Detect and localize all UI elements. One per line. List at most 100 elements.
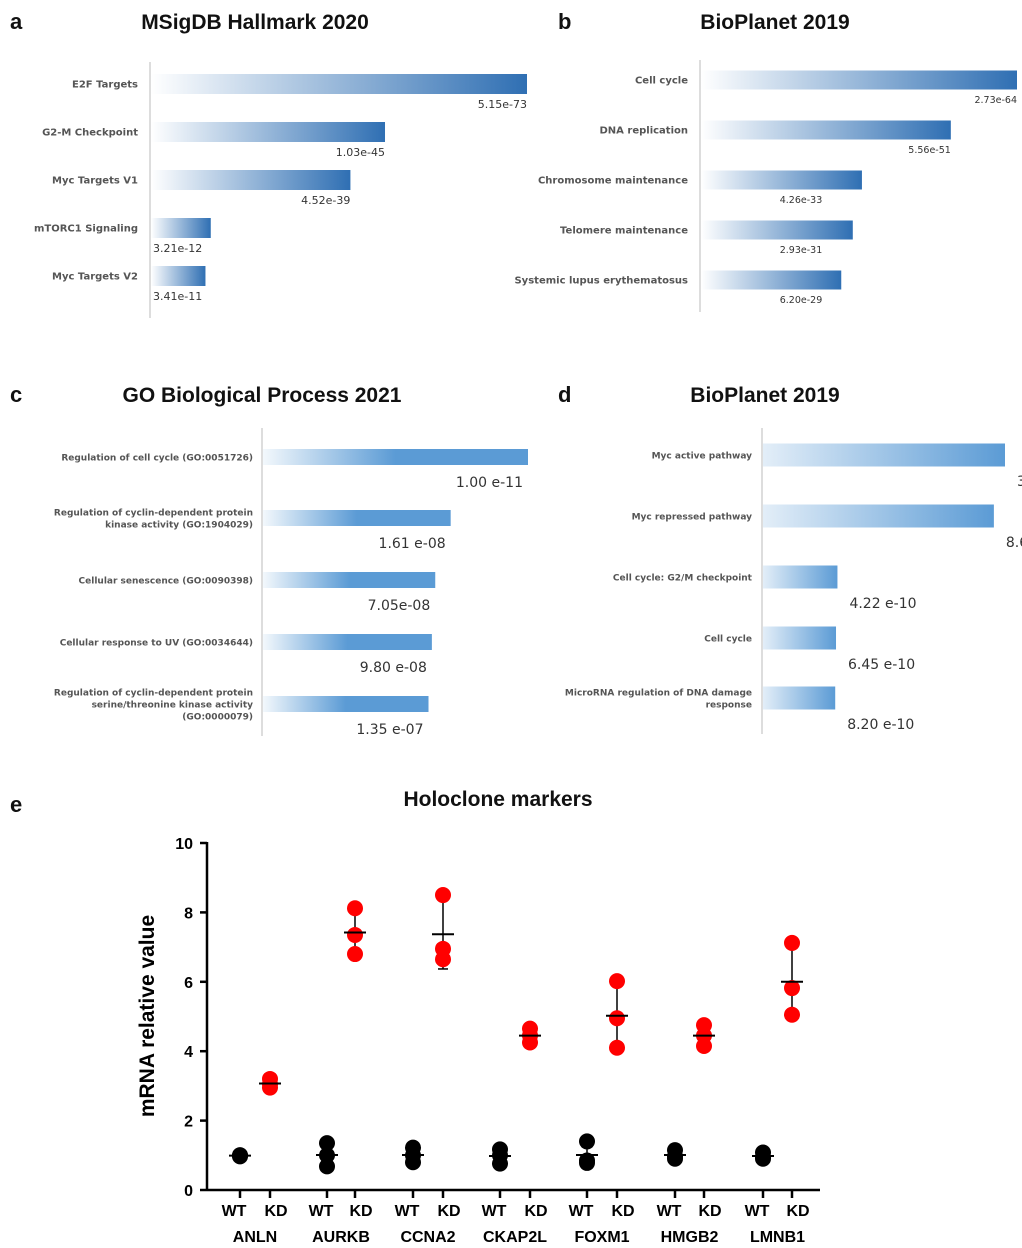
panel-a-bar [151,266,206,286]
y-tick-label: 0 [184,1183,193,1200]
panel-c-pvalue-label: 1.35 e-07 [356,722,423,738]
panel-b-term-label: Cell cycle [635,76,688,87]
panel-d-title: BioPlanet 2019 [690,384,839,407]
panel-c-term-label: Regulation of cell cycle (GO:0051726) [61,454,253,464]
panel-a-bars: E2F Targets 5.15e-73 G2-M Checkpoint 1.03e-… [34,74,527,303]
gene-label: CCNA2 [400,1229,455,1246]
panel-a-term-label: E2F Targets [72,80,138,91]
wt-data-point [667,1150,683,1167]
panel-c-pvalue-label: 9.80 e-08 [360,660,427,676]
panel-b-term-label: DNA replication [600,126,689,137]
y-tick-label: 8 [184,905,193,922]
panel-b-pvalue-label: 2.73e-64 [974,95,1017,106]
kd-data-point [609,973,625,990]
condition-label: WT [745,1203,770,1220]
panel-b-term-label: Chromosome maintenance [538,176,688,187]
panel-a-term-label: Myc Targets V2 [52,272,138,283]
y-axis-label: mRNA relative value [136,915,159,1117]
condition-label: KD [698,1203,721,1220]
panel-a-bar [151,74,527,94]
panel-b-bar [701,220,853,240]
condition-label: KD [264,1203,287,1220]
panel-a-bar [151,170,351,190]
panel-c-term-label: Regulation of cyclin-dependent protein se… [54,689,253,723]
panel-a-term-label: G2-M Checkpoint [42,128,138,139]
panel-a-term-label: Myc Targets V1 [52,176,138,187]
panel-d-pvalue-label: 8.20 e-10 [847,717,914,733]
y-tick-label: 4 [184,1044,193,1061]
panel-b-pvalue-label: 4.26e-33 [780,195,823,206]
kd-data-point [609,1010,625,1027]
panel-c-term-label: Cellular response to UV (GO:0034644) [60,639,253,649]
panel-d-letter: d [558,382,571,407]
panel-c-bar [263,634,432,650]
panel-c-pvalue-label: 7.05e-08 [368,598,431,614]
kd-data-point [347,946,363,963]
condition-label: KD [437,1203,460,1220]
kd-data-point [784,934,800,951]
bar-panels: E2F Targets 5.15e-73 G2-M Checkpoint 1.03e-… [34,70,1022,738]
panel-b-bar [701,70,1017,90]
panel-c-bars: Regulation of cell cycle (GO:0051726) 1.0… [54,449,528,738]
panel-b-letter: b [558,9,571,34]
panel-b-bar [701,270,842,290]
y-axis-ticks: 0 2 4 6 8 10 [175,836,207,1200]
gene-label: HMGB2 [661,1229,719,1246]
panel-b-term-label: Telomere maintenance [560,226,688,237]
panel-c-bar [263,510,451,526]
panel-d-pvalue-label: 3.50 e-31 [1017,474,1022,490]
x-axis-labels: WT KD ANLN WT KD AURKB WT KD CCNA2 WT KD CKAP2L WT KD… [222,1190,810,1246]
kd-data-point [609,1039,625,1056]
kd-data-point [262,1079,278,1096]
kd-data-point [435,887,451,904]
panel-c-letter: c [10,382,22,407]
condition-label: WT [222,1203,247,1220]
condition-label: WT [395,1203,420,1220]
dot-plot [229,887,803,1175]
wt-data-point [579,1133,595,1150]
condition-label: KD [611,1203,634,1220]
wt-data-point [319,1135,335,1152]
panel-d-bar [763,504,994,528]
panel-c-pvalue-label: 1.61 e-08 [379,536,446,552]
condition-label: KD [524,1203,547,1220]
panel-d-pvalue-label: 4.22 e-10 [849,596,916,612]
panel-d-term-label: Cell cycle: G2/M checkpoint [613,574,753,584]
panel-d-bar [763,686,836,710]
panel-c-bar [263,449,528,465]
panel-d-pvalue-label: 8.67 e-30 [1006,535,1022,551]
condition-label: WT [309,1203,334,1220]
panel-e-letter: e [10,792,22,817]
panel-d-bars: Myc active pathway 3.50 e-31 Myc repressed… [565,443,1022,733]
panel-c-bar [263,696,429,712]
wt-data-point [755,1150,771,1167]
condition-label: KD [786,1203,809,1220]
kd-data-point [784,1006,800,1023]
panel-a-title: MSigDB Hallmark 2020 [141,11,369,34]
gene-label: AURKB [312,1229,370,1246]
panel-c-pvalue-label: 1.00 e-11 [456,475,523,491]
panel-a-pvalue-label: 3.41e-11 [153,290,202,303]
panel-c-term-label: Regulation of cyclin-dependent protein ki… [54,509,253,531]
wt-data-point [492,1155,508,1172]
panel-c-title: GO Biological Process 2021 [123,384,402,407]
kd-data-point [347,900,363,917]
panel-b-term-label: Systemic lupus erythematosus [514,276,688,287]
panel-a-bar [151,218,211,238]
gene-label: ANLN [233,1229,277,1246]
panel-a-pvalue-label: 1.03e-45 [336,146,385,159]
gene-label: CKAP2L [483,1229,547,1246]
panel-b-pvalue-label: 5.56e-51 [908,145,951,156]
gene-label: LMNB1 [750,1229,805,1246]
panel-b-pvalue-label: 2.93e-31 [780,245,823,256]
panel-d-term-label: MicroRNA regulation of DNA damage respons… [565,689,752,711]
panel-c-bar [263,572,436,588]
panel-e-title: Holoclone markers [403,788,592,811]
panel-d-bar [763,443,1005,467]
panel-c-term-label: Cellular senescence (GO:0090398) [79,577,253,587]
condition-label: WT [569,1203,594,1220]
y-tick-label: 10 [175,836,193,853]
panel-b-bar [701,170,862,190]
panel-d-bar [763,626,837,650]
kd-data-point [347,926,363,943]
